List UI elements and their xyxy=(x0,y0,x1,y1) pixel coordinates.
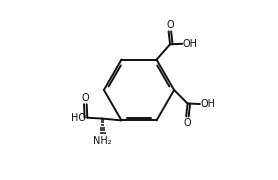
Text: O: O xyxy=(81,93,89,103)
Text: O: O xyxy=(183,118,191,128)
Text: O: O xyxy=(166,20,174,30)
Text: NH₂: NH₂ xyxy=(93,136,112,146)
Text: OH: OH xyxy=(200,99,215,109)
Text: OH: OH xyxy=(183,39,198,49)
Text: HO: HO xyxy=(71,113,86,123)
